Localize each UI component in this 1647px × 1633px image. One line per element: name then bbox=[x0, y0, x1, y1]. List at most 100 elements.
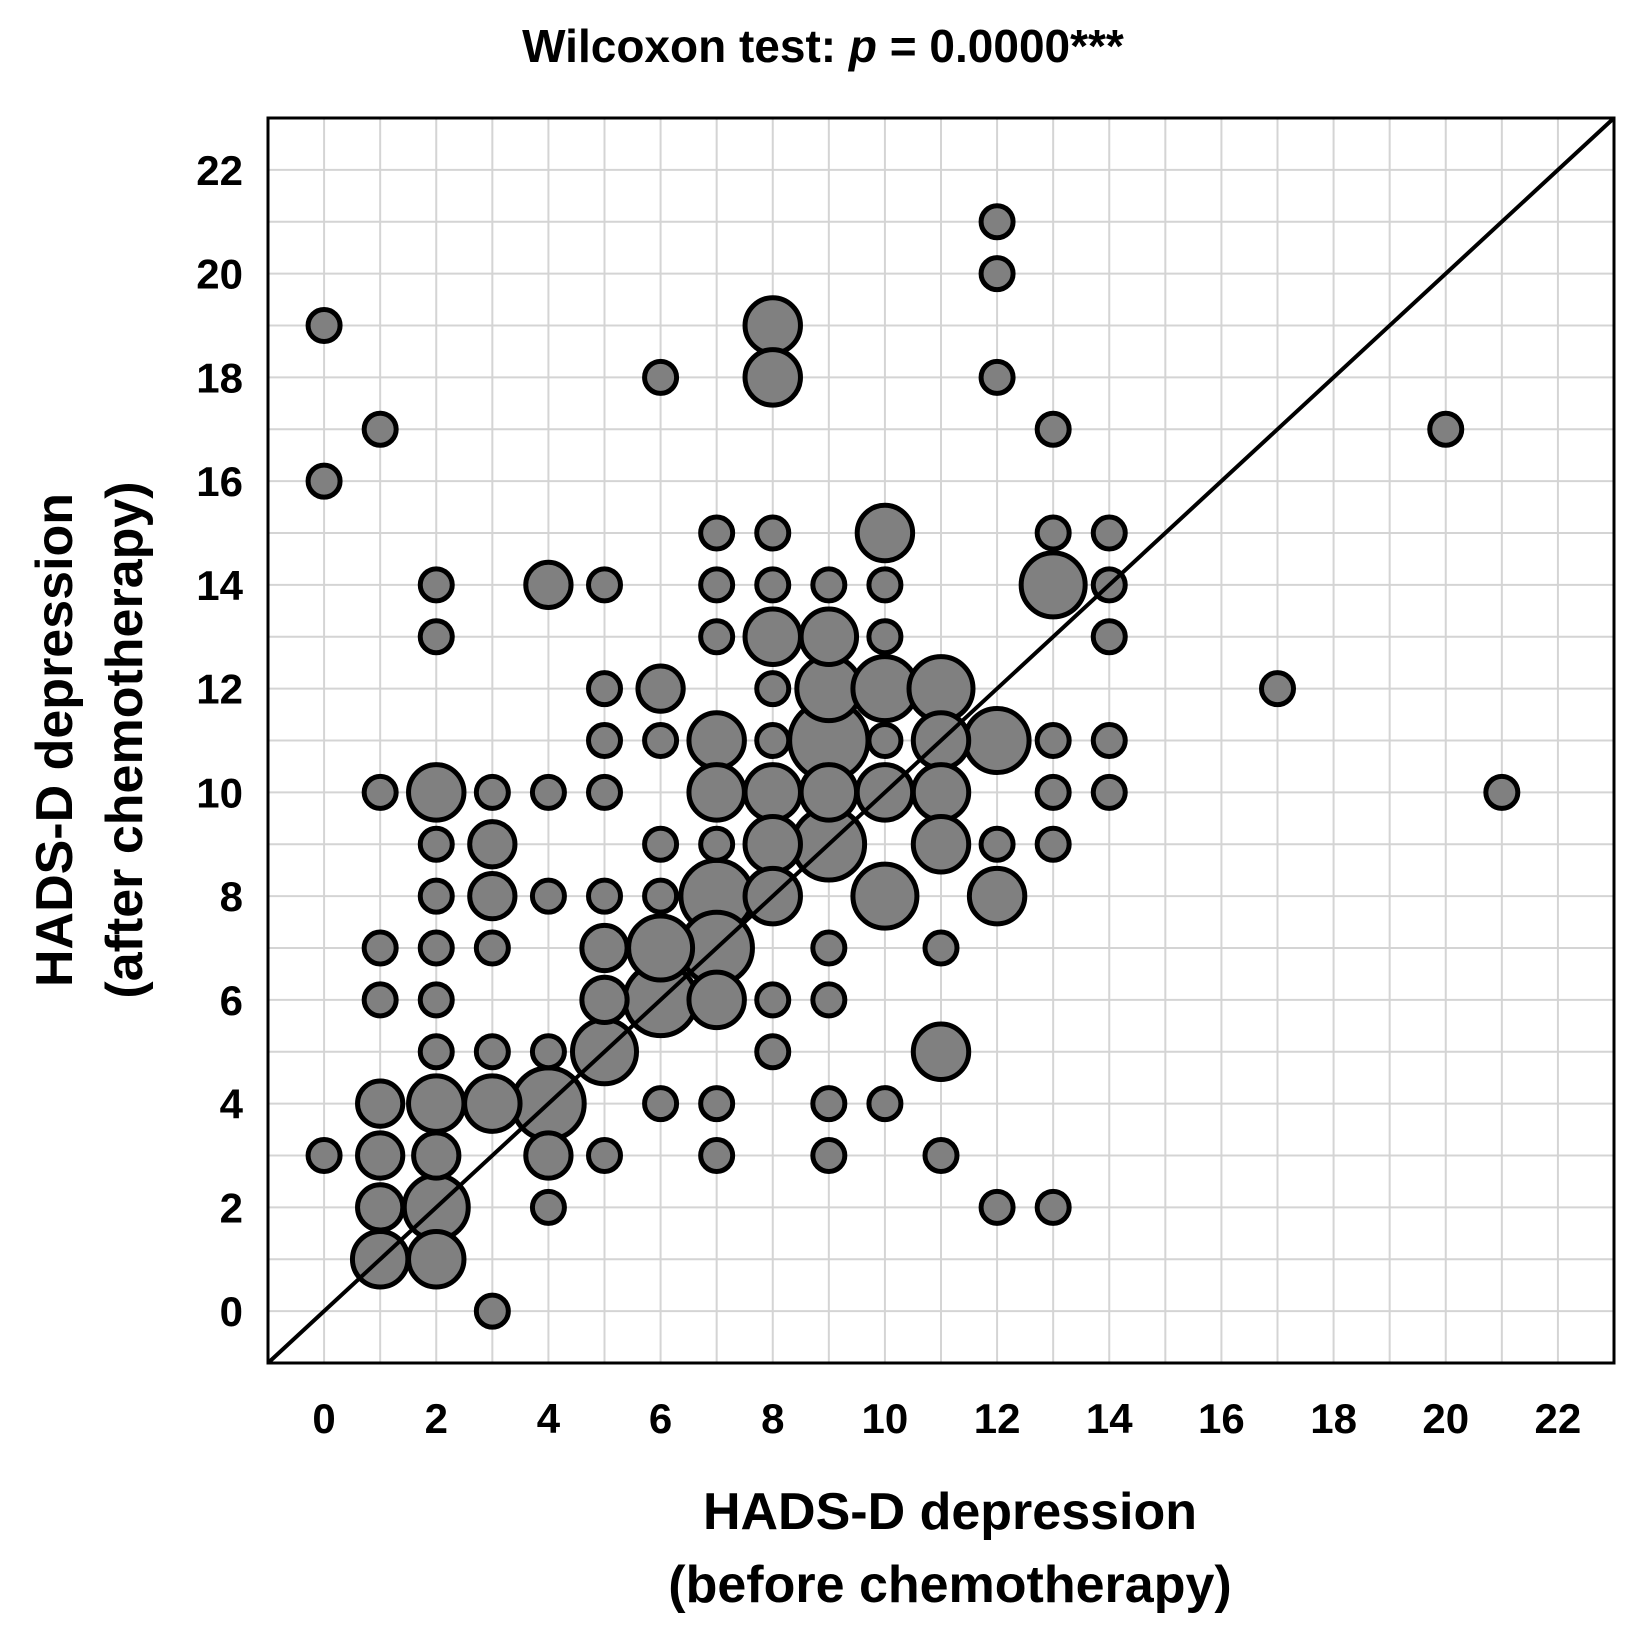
data-point-1-6 bbox=[361, 981, 399, 1019]
data-point-12-21 bbox=[978, 203, 1016, 241]
data-point-8-5 bbox=[754, 1033, 792, 1071]
data-point-12-11 bbox=[962, 706, 1032, 775]
y-tick-label-8: 16 bbox=[196, 458, 243, 505]
data-point-2-8 bbox=[417, 877, 455, 915]
data-point-4-5 bbox=[529, 1033, 567, 1071]
data-point-11-9 bbox=[910, 814, 972, 875]
reference-line bbox=[266, 116, 1616, 1365]
y-tick-label-11: 22 bbox=[196, 147, 243, 194]
chart-title-p: p bbox=[847, 20, 877, 72]
x-tick-label-7: 14 bbox=[1086, 1395, 1133, 1442]
data-point-6-18 bbox=[642, 358, 680, 396]
data-point-3-7 bbox=[473, 929, 511, 967]
data-point-7-4 bbox=[698, 1085, 736, 1123]
data-point-3-0 bbox=[473, 1292, 511, 1330]
y-tick-label-7: 14 bbox=[196, 562, 243, 609]
data-point-2-5 bbox=[417, 1033, 455, 1071]
data-point-17-12 bbox=[1259, 670, 1296, 708]
data-point-5-14 bbox=[586, 566, 623, 604]
data-point-5-11 bbox=[586, 722, 623, 759]
data-point-9-3 bbox=[810, 1137, 848, 1174]
data-point-1-7 bbox=[361, 929, 399, 967]
data-point-5-12 bbox=[586, 670, 623, 708]
y-tick-label-0: 0 bbox=[220, 1288, 243, 1335]
y-tick-label-1: 2 bbox=[220, 1184, 243, 1231]
data-point-3-4 bbox=[462, 1073, 523, 1134]
x-axis-label-line2: (before chemotherapy) bbox=[668, 1556, 1231, 1614]
y-tick-label-3: 6 bbox=[220, 977, 243, 1024]
data-point-7-13 bbox=[698, 618, 736, 656]
data-point-8-19 bbox=[742, 295, 803, 356]
data-point-2-6 bbox=[417, 981, 455, 1019]
data-point-1-10 bbox=[361, 773, 399, 811]
data-point-3-9 bbox=[467, 819, 518, 870]
y-axis-label-line1: HADS-D depression bbox=[26, 493, 84, 987]
data-point-4-3 bbox=[523, 1130, 574, 1181]
data-point-7-11 bbox=[686, 710, 747, 771]
x-tick-label-5: 10 bbox=[862, 1395, 909, 1442]
x-tick-labels: 0 2 4 6 8 10 12 14 16 18 20 22 bbox=[312, 1395, 1581, 1442]
x-tick-label-11: 22 bbox=[1535, 1395, 1582, 1442]
data-point-5-6 bbox=[579, 974, 630, 1026]
x-axis-label-line1: HADS-D depression bbox=[703, 1483, 1197, 1541]
data-point-5-10 bbox=[586, 773, 623, 811]
data-point-12-8 bbox=[966, 865, 1028, 927]
data-point-6-11 bbox=[642, 722, 680, 759]
data-point-2-3 bbox=[411, 1130, 462, 1181]
data-point-5-7 bbox=[579, 922, 630, 974]
chart-title-prefix: Wilcoxon test: bbox=[522, 20, 849, 72]
data-point-10-8 bbox=[850, 861, 920, 931]
data-point-14-13 bbox=[1090, 618, 1128, 656]
data-point-20-17 bbox=[1427, 410, 1465, 448]
data-point-7-14 bbox=[698, 566, 736, 604]
data-point-14-15 bbox=[1090, 514, 1128, 552]
data-point-9-4 bbox=[810, 1085, 848, 1123]
data-point-8-10 bbox=[742, 762, 803, 823]
data-point-6-4 bbox=[642, 1085, 680, 1123]
data-point-10-11 bbox=[866, 722, 904, 759]
data-point-2-9 bbox=[417, 825, 455, 863]
data-point-13-2 bbox=[1034, 1188, 1072, 1226]
data-point-13-11 bbox=[1034, 722, 1072, 759]
chart-title: Wilcoxon test: p = 0.0000*** bbox=[522, 20, 1124, 72]
data-point-7-6 bbox=[686, 969, 747, 1031]
data-point-3-10 bbox=[473, 773, 511, 811]
data-point-9-13 bbox=[798, 606, 860, 667]
data-point-10-4 bbox=[866, 1085, 904, 1123]
y-tick-label-6: 12 bbox=[196, 666, 243, 713]
data-point-3-8 bbox=[467, 870, 518, 922]
data-point-11-5 bbox=[910, 1021, 972, 1082]
data-point-1-2 bbox=[355, 1182, 406, 1233]
x-tick-label-9: 18 bbox=[1310, 1395, 1357, 1442]
data-point-2-13 bbox=[417, 618, 455, 656]
data-point-21-10 bbox=[1483, 773, 1521, 811]
data-point-0-16 bbox=[305, 462, 343, 500]
data-point-9-7 bbox=[810, 929, 848, 967]
data-point-3-5 bbox=[473, 1033, 511, 1071]
data-point-4-2 bbox=[529, 1188, 567, 1226]
y-tick-label-9: 18 bbox=[196, 354, 243, 401]
data-point-7-9 bbox=[698, 825, 736, 863]
data-point-13-15 bbox=[1034, 514, 1072, 552]
x-tick-label-2: 4 bbox=[537, 1395, 561, 1442]
data-point-6-12 bbox=[635, 663, 686, 714]
data-point-7-10 bbox=[686, 762, 747, 823]
data-point-0-3 bbox=[305, 1137, 343, 1174]
data-point-13-9 bbox=[1034, 825, 1072, 863]
data-point-10-15 bbox=[854, 502, 916, 564]
data-point-1-4 bbox=[355, 1078, 406, 1129]
x-tick-label-4: 8 bbox=[761, 1395, 784, 1442]
y-tick-label-5: 10 bbox=[196, 769, 243, 816]
data-point-2-14 bbox=[417, 566, 455, 604]
y-tick-label-10: 20 bbox=[196, 251, 243, 298]
plot-frame bbox=[266, 116, 1616, 1365]
data-point-7-3 bbox=[698, 1137, 736, 1174]
y-axis-label-line2: (after chemotherapy) bbox=[96, 481, 154, 998]
x-tick-label-8: 16 bbox=[1198, 1395, 1245, 1442]
data-point-13-17 bbox=[1034, 410, 1072, 448]
x-tick-label-0: 0 bbox=[312, 1395, 335, 1442]
data-point-9-6 bbox=[810, 981, 848, 1019]
data-point-1-3 bbox=[355, 1130, 406, 1181]
data-point-11-7 bbox=[922, 929, 960, 967]
data-point-14-10 bbox=[1090, 773, 1128, 811]
